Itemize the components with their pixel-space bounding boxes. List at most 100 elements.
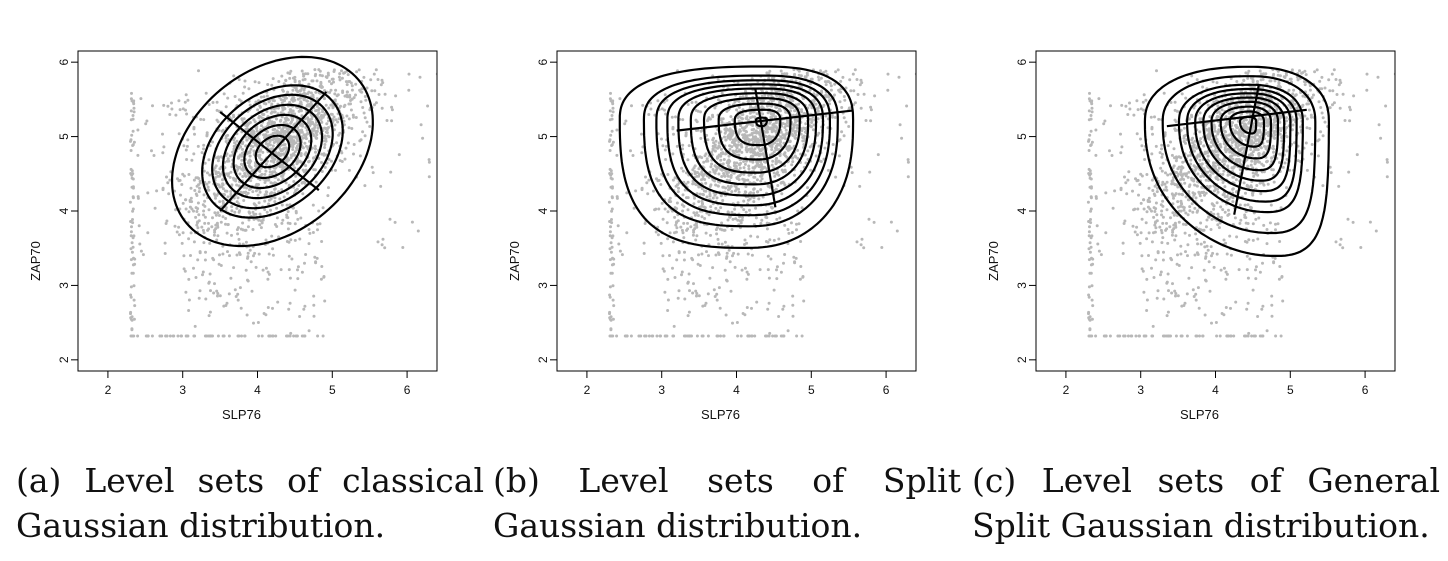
- x-tick-label: 3: [179, 383, 186, 397]
- data-point: [216, 159, 220, 163]
- data-point: [731, 217, 735, 221]
- data-point: [273, 131, 277, 135]
- data-point: [806, 186, 809, 190]
- data-point: [724, 313, 728, 317]
- data-point: [1252, 174, 1256, 178]
- data-point: [609, 225, 612, 229]
- data-point: [181, 107, 185, 111]
- data-point: [227, 172, 231, 176]
- data-point: [259, 95, 263, 99]
- data-point: [262, 312, 266, 315]
- data-point: [787, 231, 791, 235]
- data-point: [293, 98, 297, 102]
- data-point: [267, 252, 271, 256]
- data-point: [236, 292, 240, 296]
- data-point: [644, 334, 648, 338]
- data-point: [731, 149, 735, 153]
- data-point: [202, 147, 205, 151]
- data-point: [129, 295, 133, 299]
- data-point: [347, 117, 351, 121]
- data-point: [610, 209, 614, 213]
- data-point: [269, 159, 273, 163]
- data-point: [686, 280, 690, 284]
- data-point: [1147, 186, 1151, 190]
- data-point: [300, 109, 303, 113]
- data-point: [273, 121, 276, 125]
- data-point: [216, 211, 220, 215]
- data-point: [287, 158, 291, 162]
- data-point: [207, 314, 211, 318]
- data-point: [277, 80, 281, 83]
- data-point: [719, 118, 723, 122]
- data-point: [1288, 77, 1292, 81]
- data-point: [1304, 73, 1308, 77]
- y-tick-label: 2: [57, 356, 71, 363]
- data-point: [280, 203, 284, 207]
- data-point: [227, 292, 231, 296]
- data-point: [695, 292, 699, 295]
- data-point: [675, 220, 679, 224]
- data-point: [394, 94, 398, 98]
- data-point: [237, 334, 241, 338]
- data-point: [666, 173, 670, 176]
- data-point: [221, 182, 225, 186]
- data-point: [798, 277, 802, 281]
- data-point: [197, 177, 201, 180]
- data-point: [152, 154, 156, 157]
- data-point: [1152, 215, 1156, 219]
- data-point: [335, 94, 339, 98]
- data-point: [264, 142, 268, 146]
- data-point: [132, 106, 136, 110]
- data-point: [319, 118, 323, 122]
- data-point: [1203, 152, 1206, 156]
- data-point: [307, 329, 311, 333]
- data-point: [225, 152, 229, 156]
- data-point: [1251, 193, 1255, 197]
- data-point: [728, 137, 732, 141]
- data-point: [724, 152, 727, 156]
- contour-line: [642, 74, 839, 228]
- data-point: [185, 112, 189, 116]
- data-point: [267, 202, 271, 206]
- data-point: [666, 237, 670, 241]
- data-point: [186, 334, 190, 338]
- data-point: [203, 199, 207, 203]
- data-point: [194, 215, 198, 219]
- data-point: [849, 165, 853, 169]
- data-point: [770, 163, 774, 167]
- data-point: [665, 334, 669, 338]
- data-point: [1222, 169, 1226, 173]
- data-point: [791, 160, 795, 164]
- data-point: [608, 316, 612, 320]
- contour-line: [254, 134, 291, 169]
- data-point: [340, 69, 343, 73]
- data-point: [307, 242, 311, 246]
- data-point: [745, 277, 749, 281]
- data-point: [1190, 113, 1193, 117]
- data-point: [1176, 167, 1180, 171]
- data-point: [259, 219, 263, 223]
- data-point: [1303, 69, 1307, 73]
- data-point: [291, 148, 295, 151]
- data-point: [664, 112, 668, 116]
- data-point: [1099, 253, 1103, 257]
- data-point: [800, 334, 804, 338]
- data-point: [1160, 169, 1164, 173]
- data-point: [259, 226, 263, 230]
- data-point: [271, 144, 275, 148]
- data-point: [365, 120, 369, 124]
- data-point: [673, 276, 677, 279]
- data-point: [1190, 74, 1194, 78]
- data-point: [226, 195, 230, 199]
- data-point: [288, 222, 292, 225]
- data-point: [686, 221, 689, 225]
- data-point: [265, 109, 269, 113]
- data-point: [241, 175, 245, 178]
- data-point: [257, 81, 261, 85]
- data-point: [1171, 166, 1175, 170]
- data-point: [1332, 101, 1336, 105]
- data-point: [792, 255, 796, 259]
- data-point: [723, 228, 727, 232]
- data-point: [719, 206, 723, 210]
- data-point: [208, 173, 212, 177]
